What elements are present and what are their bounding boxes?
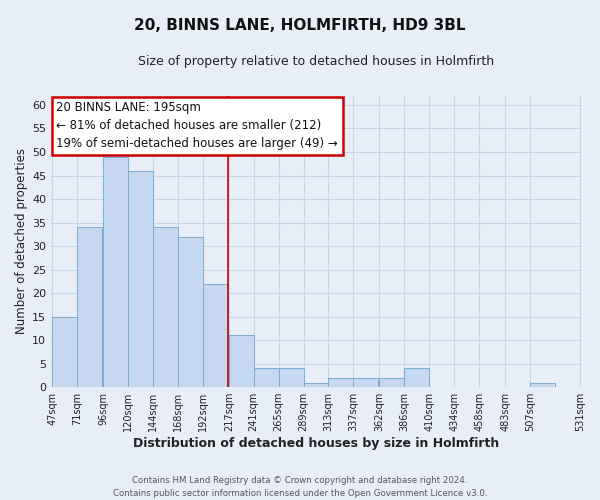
Bar bbox=[77, 228, 102, 387]
Bar bbox=[178, 236, 203, 387]
Bar bbox=[278, 368, 304, 387]
Bar bbox=[353, 378, 379, 387]
Bar bbox=[203, 284, 228, 387]
Bar bbox=[404, 368, 429, 387]
Bar bbox=[153, 228, 178, 387]
Bar bbox=[229, 336, 254, 387]
Title: Size of property relative to detached houses in Holmfirth: Size of property relative to detached ho… bbox=[138, 55, 494, 68]
Bar bbox=[328, 378, 353, 387]
Text: 20 BINNS LANE: 195sqm
← 81% of detached houses are smaller (212)
19% of semi-det: 20 BINNS LANE: 195sqm ← 81% of detached … bbox=[56, 102, 338, 150]
Bar bbox=[304, 382, 328, 387]
Bar bbox=[530, 382, 555, 387]
Bar bbox=[128, 171, 153, 387]
Bar bbox=[103, 156, 128, 387]
Text: 20, BINNS LANE, HOLMFIRTH, HD9 3BL: 20, BINNS LANE, HOLMFIRTH, HD9 3BL bbox=[134, 18, 466, 32]
X-axis label: Distribution of detached houses by size in Holmfirth: Distribution of detached houses by size … bbox=[133, 437, 499, 450]
Y-axis label: Number of detached properties: Number of detached properties bbox=[15, 148, 28, 334]
Bar bbox=[254, 368, 278, 387]
Text: Contains HM Land Registry data © Crown copyright and database right 2024.
Contai: Contains HM Land Registry data © Crown c… bbox=[113, 476, 487, 498]
Bar bbox=[379, 378, 404, 387]
Bar bbox=[52, 316, 77, 387]
